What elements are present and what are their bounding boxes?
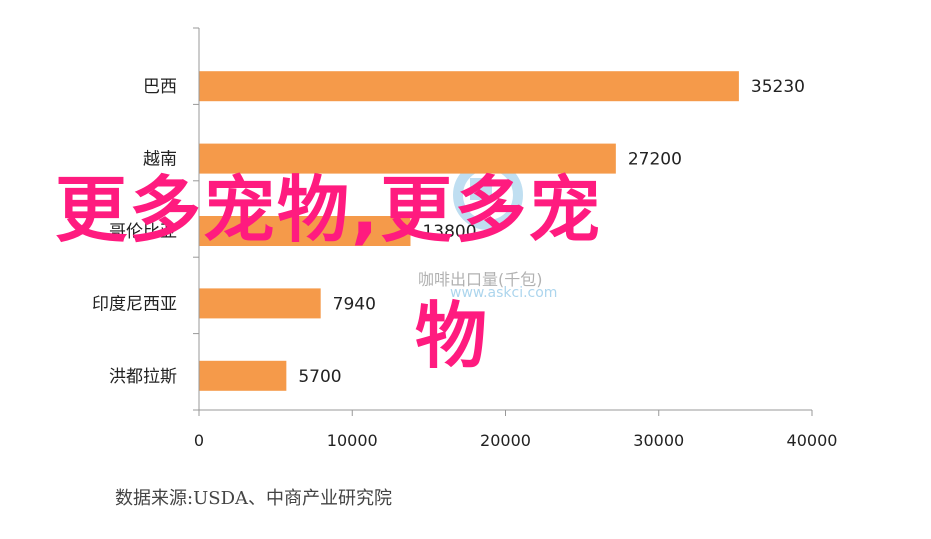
- category-label-4: 洪都拉斯: [109, 367, 177, 387]
- x-tick-label-0: 0: [194, 431, 204, 450]
- overlay-text-line-1: 更多宠物,更多宠: [55, 168, 603, 252]
- source-note: 数据来源:USDA、中商产业研究院: [115, 488, 392, 509]
- watermark-text-2: www.askci.com: [450, 285, 557, 301]
- overlay-text-line-2: 物: [415, 294, 490, 378]
- data-label-1: 27200: [628, 150, 682, 170]
- bar-3: [199, 288, 321, 319]
- bar-1: [199, 143, 616, 174]
- category-label-1: 越南: [143, 150, 177, 170]
- x-tick-label-3: 30000: [633, 431, 684, 450]
- bar-4: [199, 360, 287, 391]
- data-label-0: 35230: [751, 77, 805, 97]
- category-label-2: 哥伦比亚: [109, 222, 177, 242]
- data-label-2: 13800: [422, 222, 476, 242]
- x-tick-label-2: 20000: [480, 431, 531, 450]
- watermark-text-1: 咖啡出口量(千包): [418, 270, 543, 289]
- bar-2: [199, 216, 411, 246]
- category-label-3: 印度尼西亚: [92, 294, 177, 314]
- bar-0: [199, 71, 739, 102]
- data-label-3: 7940: [333, 294, 376, 314]
- x-tick-label-4: 40000: [787, 431, 838, 450]
- x-tick-label-1: 10000: [327, 431, 378, 450]
- category-label-0: 巴西: [143, 77, 177, 97]
- data-label-4: 5700: [298, 367, 341, 387]
